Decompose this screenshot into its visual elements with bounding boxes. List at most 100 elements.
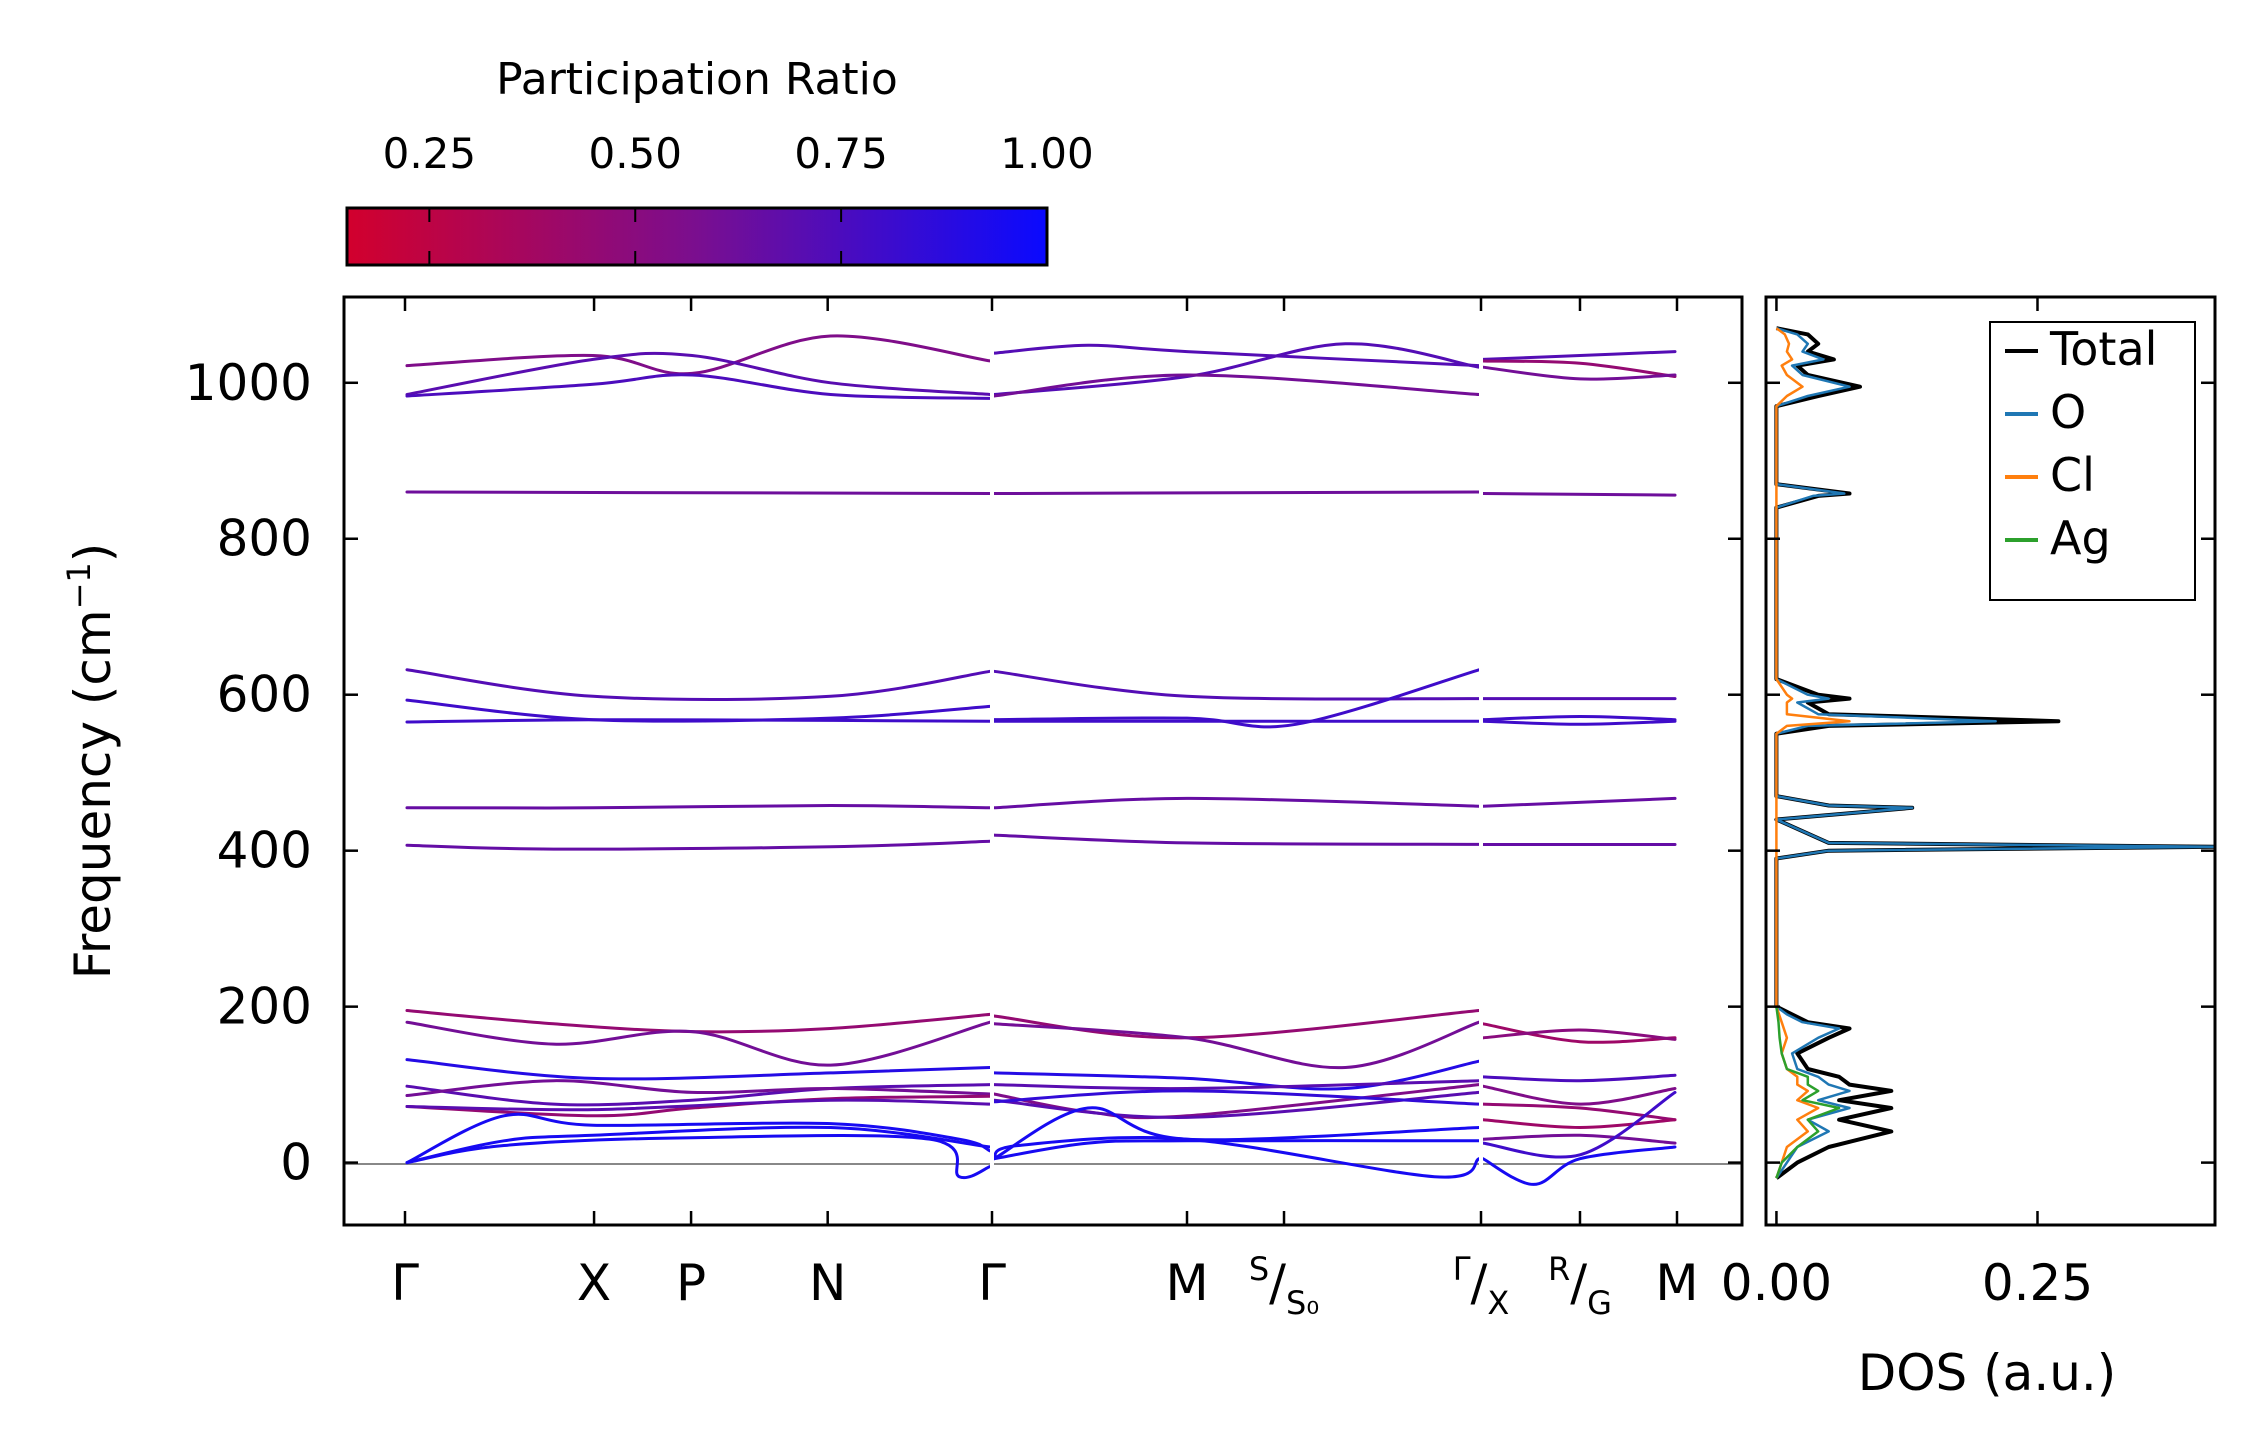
band-line bbox=[992, 342, 1481, 396]
band-line bbox=[1481, 1028, 1677, 1041]
band-line bbox=[405, 1098, 992, 1112]
band-line bbox=[1481, 492, 1677, 497]
legend-label: Ag bbox=[2050, 511, 2111, 565]
band-line bbox=[992, 1009, 1481, 1040]
y-tick-label: 200 bbox=[217, 978, 312, 1036]
band-line bbox=[1481, 1084, 1677, 1106]
y-tick-label: 800 bbox=[217, 510, 312, 568]
band-line bbox=[992, 1079, 1481, 1091]
colorbar-tick-label: 0.75 bbox=[794, 129, 888, 178]
colorbar-title: Participation Ratio bbox=[496, 54, 898, 105]
band-line bbox=[992, 1089, 1481, 1106]
band-line bbox=[405, 490, 992, 496]
y-tick-label: 0 bbox=[280, 1134, 312, 1192]
kpoint-label: M bbox=[1655, 1254, 1698, 1312]
colorbar-tick-label: 0.50 bbox=[588, 129, 682, 178]
band-line bbox=[992, 1059, 1481, 1091]
band-line bbox=[1481, 1118, 1677, 1130]
y-axis-ticks: 0 200 400 600 800 1000 bbox=[185, 354, 1742, 1192]
y-axis-label: Frequency (cm−1) bbox=[60, 543, 122, 980]
band-line bbox=[405, 334, 992, 376]
kpoint-label: S/S₀ bbox=[1249, 1250, 1319, 1322]
band-line bbox=[405, 698, 992, 723]
band-line bbox=[405, 1134, 992, 1180]
band-line bbox=[992, 373, 1481, 398]
legend-frame bbox=[1989, 321, 2196, 601]
band-lines bbox=[405, 334, 1677, 1186]
band-line bbox=[1481, 714, 1677, 722]
band-line bbox=[1481, 1073, 1677, 1083]
dos-lines bbox=[1774, 326, 2215, 1180]
band-line bbox=[1481, 1133, 1677, 1145]
band-line bbox=[1481, 1022, 1677, 1044]
y-tick-label: 1000 bbox=[185, 354, 312, 412]
band-line bbox=[405, 668, 992, 701]
kpoint-label: Γ bbox=[978, 1254, 1006, 1312]
dos-series-line bbox=[1775, 1006, 1841, 1179]
kpoint-label: M bbox=[1165, 1254, 1208, 1312]
segment-breaks bbox=[990, 299, 1484, 1223]
colorbar-tick-label: 0.25 bbox=[383, 129, 477, 178]
band-axes-frame bbox=[342, 295, 1744, 1227]
dos-x-tick-label: 0.25 bbox=[1982, 1254, 2093, 1312]
band-line bbox=[992, 343, 1481, 368]
band-line bbox=[405, 839, 992, 851]
band-line bbox=[992, 833, 1481, 846]
legend-label: O bbox=[2050, 385, 2086, 439]
band-line bbox=[405, 1125, 992, 1165]
band-line bbox=[405, 803, 992, 810]
band-line bbox=[405, 373, 992, 400]
colorbar-ticks: 0.25 0.50 0.75 1.00 bbox=[383, 129, 1094, 265]
band-line bbox=[405, 1020, 992, 1067]
band-line bbox=[992, 1106, 1481, 1161]
band-structure-panel: 0 200 400 600 800 1000 Γ X P N Γ M S/S₀ Γ/X R/G M Freq… bbox=[60, 295, 1744, 1322]
kpoint-label: X bbox=[577, 1254, 611, 1312]
band-line bbox=[1481, 1090, 1677, 1159]
band-line bbox=[405, 1112, 992, 1165]
band-line bbox=[405, 1009, 992, 1034]
band-line bbox=[405, 718, 992, 724]
band-line bbox=[992, 1090, 1481, 1119]
band-line bbox=[992, 1136, 1481, 1179]
band-line bbox=[405, 1083, 992, 1107]
kpoint-label: Γ bbox=[391, 1254, 419, 1312]
dos-series-line bbox=[1775, 327, 2215, 1179]
dos-x-tick-label: 0.00 bbox=[1721, 1254, 1832, 1312]
kpoint-label: Γ/X bbox=[1453, 1250, 1510, 1322]
colorbar-tick-label: 1.00 bbox=[1000, 129, 1094, 178]
dos-x-axis-label: DOS (a.u.) bbox=[1858, 1344, 2117, 1402]
dos-legend: Total O Cl Ag bbox=[1989, 321, 2196, 601]
kpoint-label: R/G bbox=[1548, 1250, 1612, 1322]
band-line bbox=[992, 1139, 1481, 1161]
kpoint-label: N bbox=[809, 1254, 846, 1312]
band-line bbox=[1481, 1145, 1677, 1186]
band-line bbox=[1481, 1102, 1677, 1122]
legend-label: Cl bbox=[2050, 448, 2095, 502]
band-line bbox=[1481, 350, 1677, 361]
x-axis-ticks: Γ X P N Γ M S/S₀ Γ/X R/G M bbox=[391, 297, 1699, 1322]
band-line bbox=[1481, 719, 1677, 726]
dos-series-line bbox=[1775, 327, 1851, 1179]
dos-y-ticks bbox=[1766, 381, 2215, 1164]
kpoint-label: P bbox=[676, 1254, 706, 1312]
colorbar-gradient bbox=[345, 206, 1049, 267]
band-line bbox=[992, 669, 1481, 701]
band-line bbox=[405, 351, 992, 396]
band-line bbox=[992, 796, 1481, 810]
colorbar: Participation Ratio 0.25 0.50 0.75 1.00 bbox=[345, 54, 1094, 267]
band-line bbox=[992, 490, 1481, 496]
band-line bbox=[992, 1020, 1481, 1070]
band-line bbox=[405, 1079, 992, 1098]
dos-x-ticks: 0.00 0.25 bbox=[1721, 297, 2093, 1312]
y-tick-label: 600 bbox=[217, 666, 312, 724]
band-line bbox=[405, 1058, 992, 1081]
dos-axes-frame bbox=[1764, 295, 2217, 1227]
band-line bbox=[1481, 359, 1677, 378]
legend-label: Total bbox=[2049, 322, 2157, 376]
dos-panel: 0.00 0.25 DOS (a.u.) Total O Cl Ag bbox=[1721, 295, 2217, 1402]
band-line bbox=[1481, 365, 1677, 381]
y-tick-label: 400 bbox=[217, 822, 312, 880]
band-line bbox=[1481, 796, 1677, 808]
band-line bbox=[992, 668, 1481, 729]
